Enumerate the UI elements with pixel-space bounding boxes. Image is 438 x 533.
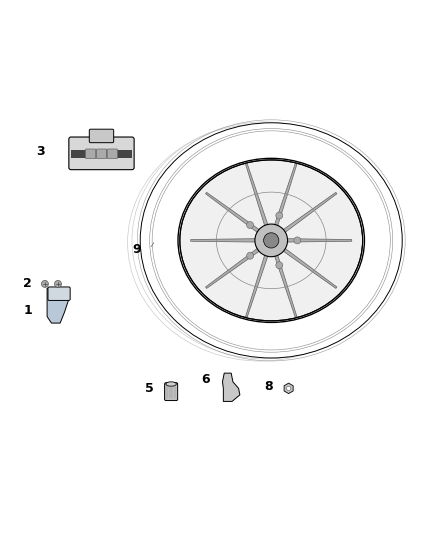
Polygon shape (223, 373, 240, 401)
Circle shape (247, 222, 254, 229)
Polygon shape (246, 164, 269, 231)
Polygon shape (246, 250, 269, 317)
FancyBboxPatch shape (48, 287, 70, 301)
Circle shape (247, 252, 254, 259)
Circle shape (42, 280, 48, 287)
Circle shape (276, 212, 283, 219)
Ellipse shape (144, 125, 399, 356)
FancyBboxPatch shape (96, 149, 107, 158)
Polygon shape (47, 288, 69, 323)
Circle shape (276, 262, 283, 269)
Circle shape (286, 386, 291, 391)
Polygon shape (282, 239, 352, 242)
Circle shape (294, 237, 301, 244)
Polygon shape (191, 239, 260, 242)
Polygon shape (279, 192, 337, 236)
Text: 8: 8 (265, 379, 273, 393)
Polygon shape (205, 192, 263, 236)
Circle shape (255, 224, 288, 257)
Circle shape (264, 233, 279, 248)
FancyBboxPatch shape (69, 137, 134, 169)
Text: 5: 5 (145, 382, 154, 395)
Text: 9: 9 (132, 243, 141, 256)
Polygon shape (205, 245, 263, 288)
Text: 2: 2 (23, 277, 32, 290)
Text: 6: 6 (201, 373, 210, 386)
Polygon shape (279, 245, 337, 288)
Polygon shape (273, 250, 297, 317)
Ellipse shape (180, 160, 363, 321)
Ellipse shape (144, 124, 399, 357)
Circle shape (54, 280, 61, 287)
Ellipse shape (140, 123, 402, 358)
Ellipse shape (147, 126, 395, 354)
Ellipse shape (166, 382, 177, 386)
Text: 1: 1 (23, 303, 32, 317)
FancyBboxPatch shape (107, 149, 117, 158)
Bar (71, 150, 132, 158)
FancyBboxPatch shape (165, 383, 178, 400)
FancyBboxPatch shape (85, 149, 96, 158)
Polygon shape (273, 164, 297, 231)
FancyBboxPatch shape (89, 129, 114, 143)
Polygon shape (284, 383, 293, 393)
Text: 3: 3 (36, 144, 45, 158)
